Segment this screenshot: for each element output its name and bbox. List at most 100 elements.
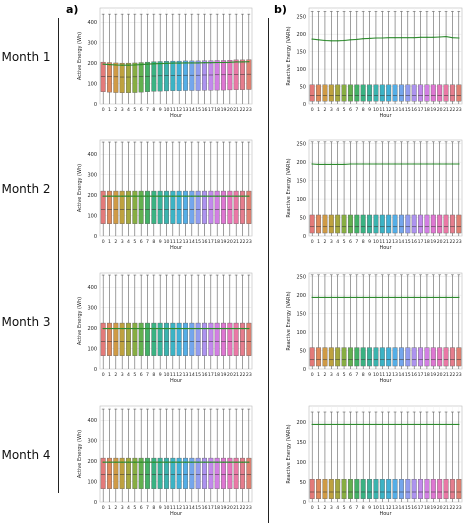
x-tick-label: 11 (170, 372, 176, 378)
box-hour-0 (309, 84, 315, 102)
mean-point (407, 163, 409, 165)
box-hour-16 (411, 479, 417, 499)
y-tick-label: 300 (87, 173, 97, 179)
x-tick-label: 18 (214, 505, 220, 511)
x-tick-label: 7 (146, 107, 149, 113)
mean-point (127, 327, 130, 330)
x-tick-label: 19 (221, 239, 227, 245)
box-hour-0 (309, 214, 315, 234)
y-tick-label: 200 (296, 160, 306, 166)
box-hour-11 (170, 190, 176, 224)
box-hour-2 (113, 457, 119, 489)
x-tick-label: 16 (411, 107, 417, 113)
mean-point (235, 327, 237, 330)
mean-point (210, 327, 212, 330)
x-tick-label: 3 (330, 107, 333, 113)
box-hour-4 (335, 347, 341, 367)
x-tick-label: 9 (159, 239, 162, 245)
box-hour-6 (347, 214, 353, 234)
mean-point (115, 461, 117, 463)
y-tick-label: 100 (87, 479, 97, 485)
box-hour-11 (379, 347, 385, 367)
box-hour-14 (398, 84, 404, 102)
box-hour-14 (189, 457, 195, 489)
box-hour-22 (449, 84, 455, 102)
x-tick-label: 1 (317, 239, 320, 245)
box-hour-9 (367, 214, 373, 234)
box-hour-3 (328, 214, 334, 234)
x-tick-label: 18 (424, 107, 430, 113)
box-hour-6 (347, 479, 353, 499)
x-tick-label: 5 (343, 239, 346, 245)
mean-point (356, 423, 358, 426)
box-hour-8 (151, 322, 157, 356)
box-hour-9 (367, 479, 373, 499)
x-tick-label: 3 (121, 107, 124, 113)
mean-point (191, 195, 193, 197)
box-hour-21 (233, 457, 239, 489)
box-hour-13 (392, 214, 398, 234)
x-tick-label: 1 (108, 239, 111, 245)
plot-area (99, 139, 253, 237)
mean-point (108, 327, 111, 330)
box-hour-10 (164, 190, 169, 224)
y-axis-label: Reactive Energy (VARh) (286, 291, 292, 350)
y-tick-label: 50 (300, 215, 306, 221)
mean-point (134, 461, 136, 463)
box-hour-9 (367, 347, 373, 367)
box-hour-16 (411, 84, 417, 102)
mean-point (324, 423, 326, 426)
box-hour-11 (379, 214, 385, 234)
mean-point (356, 38, 358, 41)
box-hour-15 (195, 322, 201, 356)
mean-point (172, 62, 174, 64)
box-hour-5 (132, 62, 138, 93)
x-tick-label: 21 (233, 107, 239, 113)
x-tick-label: 5 (343, 107, 346, 113)
box-hour-6 (138, 457, 144, 489)
mean-point (375, 37, 377, 39)
mean-point (172, 195, 174, 197)
y-tick-label: 0 (303, 367, 306, 373)
box-hour-14 (398, 214, 404, 234)
mean-point (229, 195, 231, 197)
x-tick-label: 9 (159, 505, 162, 511)
box-hour-18 (424, 479, 430, 499)
x-tick-label: 8 (152, 372, 155, 378)
mean-point (400, 423, 403, 426)
box-hour-8 (360, 84, 366, 102)
mean-point (108, 195, 111, 197)
mean-point (235, 461, 237, 463)
box-hour-2 (113, 62, 119, 93)
box-hour-22 (240, 190, 245, 224)
mean-point (381, 37, 384, 39)
mean-point (127, 64, 130, 66)
x-tick-label: 3 (121, 505, 124, 511)
box-hour-2 (113, 322, 119, 356)
x-tick-label: 18 (214, 239, 220, 245)
mean-point (159, 327, 161, 330)
x-tick-label: 2 (114, 107, 117, 113)
x-tick-label: 18 (424, 239, 430, 245)
box-hour-6 (347, 347, 353, 367)
mean-point (419, 163, 422, 165)
mean-point (400, 36, 403, 39)
box-hour-17 (418, 214, 424, 234)
y-tick-label: 50 (300, 348, 306, 354)
mean-point (336, 423, 339, 426)
x-tick-label: 11 (170, 239, 176, 245)
mean-point (203, 62, 206, 64)
x-tick-label: 21 (443, 239, 449, 245)
x-tick-label: 7 (355, 505, 358, 511)
x-tick-label: 11 (170, 107, 176, 113)
box-hour-8 (151, 457, 157, 489)
mean-point (140, 195, 142, 197)
box-hour-16 (202, 190, 207, 224)
mean-point (458, 423, 460, 426)
mean-point (375, 163, 377, 165)
box-hour-9 (157, 190, 163, 224)
panel-letter-a: a) (66, 3, 79, 16)
